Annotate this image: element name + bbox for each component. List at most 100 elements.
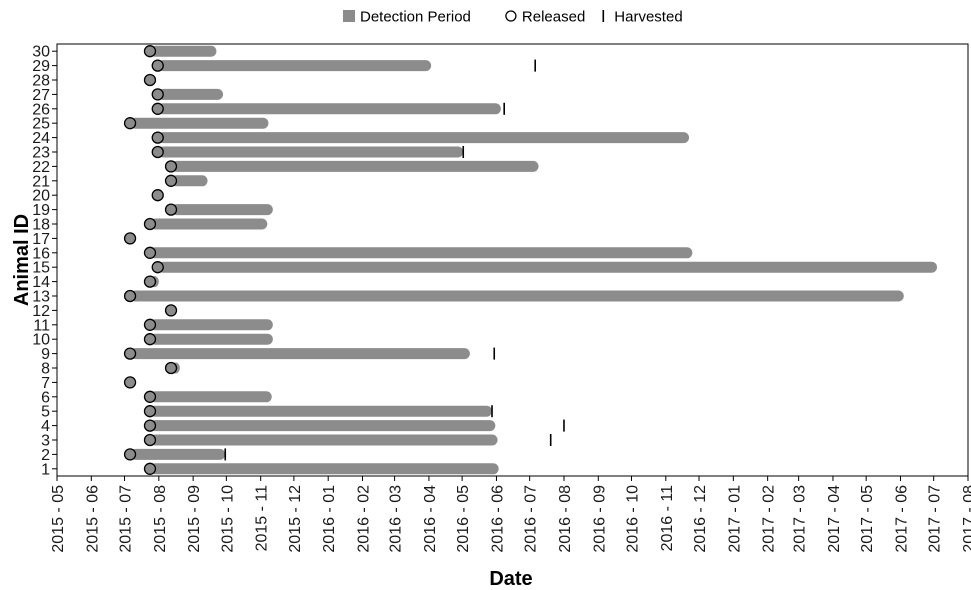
x-tick-label: 2016 - 09 bbox=[591, 485, 608, 553]
y-tick-label: 20 bbox=[32, 188, 50, 205]
y-tick-label: 12 bbox=[32, 303, 50, 320]
detection-bar bbox=[171, 175, 208, 187]
released-marker bbox=[143, 462, 157, 475]
x-tick-label: 2016 - 05 bbox=[455, 485, 472, 553]
legend-label: Detection Period bbox=[360, 9, 471, 26]
detection-bar bbox=[171, 160, 539, 172]
released-marker bbox=[151, 131, 164, 144]
y-tick-label: 24 bbox=[32, 130, 50, 147]
y-tick-label: 6 bbox=[41, 389, 50, 406]
released-marker bbox=[143, 318, 157, 331]
x-tick-label: 2017 - 03 bbox=[792, 485, 809, 553]
released-marker bbox=[143, 333, 157, 346]
released-marker bbox=[151, 189, 164, 202]
x-tick-label: 2015 - 09 bbox=[186, 485, 203, 553]
x-tick-label: 2016 - 03 bbox=[388, 485, 405, 553]
released-marker bbox=[143, 45, 157, 58]
detection-bar bbox=[157, 60, 432, 72]
released-marker bbox=[143, 390, 157, 403]
y-tick-labels: 1234567891011121314151617181920212223242… bbox=[32, 44, 50, 479]
detection-bar bbox=[149, 45, 217, 57]
x-tick-label: 2016 - 06 bbox=[489, 485, 506, 553]
y-tick-label: 4 bbox=[41, 418, 50, 435]
legend-label: Released bbox=[522, 9, 585, 26]
x-tick-label: 2016 - 02 bbox=[356, 485, 373, 553]
released-marker bbox=[143, 246, 157, 259]
detection-bar bbox=[130, 348, 470, 360]
y-tick-label: 18 bbox=[32, 217, 50, 234]
y-tick-label: 19 bbox=[32, 202, 50, 219]
y-tick-label: 10 bbox=[32, 332, 50, 349]
released-marker bbox=[123, 289, 137, 303]
legend-circle bbox=[505, 10, 517, 22]
x-tick-label: 2016 - 01 bbox=[321, 485, 338, 553]
y-tick-label: 1 bbox=[41, 461, 50, 478]
y-tick-label: 27 bbox=[32, 87, 50, 104]
x-tick-label: 2015 - 05 bbox=[50, 485, 67, 553]
axes bbox=[52, 43, 969, 481]
detection-bar bbox=[149, 218, 268, 230]
x-tick-label: 2016 - 12 bbox=[692, 485, 709, 553]
x-tick-label: 2017 - 04 bbox=[826, 485, 843, 553]
x-tick-label: 2016 - 04 bbox=[422, 485, 439, 553]
released-marker bbox=[143, 73, 157, 87]
detection-bar bbox=[149, 319, 273, 331]
y-tick-label: 23 bbox=[32, 145, 50, 162]
released-marker bbox=[151, 88, 164, 101]
y-tick-label: 26 bbox=[32, 101, 50, 118]
released-marker bbox=[143, 433, 157, 447]
y-tick-label: 22 bbox=[32, 159, 50, 176]
detection-bar bbox=[171, 204, 273, 216]
y-tick-label: 16 bbox=[32, 245, 50, 262]
y-tick-label: 25 bbox=[32, 116, 50, 133]
released-marker bbox=[151, 59, 164, 72]
released-marker bbox=[164, 361, 178, 375]
released-marker bbox=[123, 347, 137, 360]
x-tick-label: 2017 - 06 bbox=[893, 485, 910, 553]
released-marker bbox=[151, 261, 164, 274]
detection-bar bbox=[149, 463, 499, 475]
x-tick-label: 2017 - 07 bbox=[927, 485, 944, 553]
released-marker bbox=[123, 376, 137, 389]
released-marker bbox=[151, 102, 164, 115]
x-axis-title: Date bbox=[489, 568, 532, 590]
detection-bar bbox=[157, 103, 501, 115]
released-marker bbox=[123, 232, 137, 245]
detection-bar bbox=[149, 405, 493, 417]
y-tick-label: 30 bbox=[32, 44, 50, 61]
x-tick-label: 2016 - 11 bbox=[659, 485, 676, 552]
x-tick-label: 2017 - 01 bbox=[726, 485, 743, 553]
x-tick-label: 2015 - 08 bbox=[152, 485, 169, 553]
detection-bar bbox=[130, 117, 269, 129]
x-tick-label: 2016 - 07 bbox=[523, 485, 540, 553]
detection-bar bbox=[157, 88, 224, 100]
y-tick-label: 2 bbox=[41, 447, 50, 464]
y-tick-label: 14 bbox=[32, 274, 50, 291]
y-tick-label: 29 bbox=[32, 58, 50, 75]
y-tick-label: 17 bbox=[32, 231, 50, 248]
released-marker bbox=[164, 160, 178, 173]
detection-bar bbox=[130, 448, 226, 460]
y-tick-label: 8 bbox=[41, 361, 50, 378]
detection-bar bbox=[149, 420, 496, 432]
x-tick-label: 2015 - 11 bbox=[254, 485, 271, 552]
x-tick-label: 2015 - 12 bbox=[287, 485, 304, 553]
x-tick-label: 2017 - 08 bbox=[961, 485, 971, 553]
detection-bar bbox=[157, 146, 464, 158]
y-tick-label: 13 bbox=[32, 289, 50, 306]
x-tick-label: 2015 - 10 bbox=[219, 485, 236, 553]
y-tick-label: 5 bbox=[41, 404, 50, 421]
y-tick-label: 28 bbox=[32, 73, 50, 90]
legend-swatch bbox=[343, 10, 355, 22]
released-marker bbox=[164, 304, 178, 317]
y-tick-label: 3 bbox=[41, 433, 50, 450]
y-axis-title: Animal ID bbox=[11, 214, 33, 306]
released-marker bbox=[164, 203, 178, 216]
y-tick-label: 11 bbox=[33, 317, 50, 334]
legend: Detection Period Released Harvested bbox=[343, 9, 683, 26]
x-tick-label: 2016 - 10 bbox=[624, 485, 641, 553]
released-marker bbox=[143, 275, 157, 288]
released-marker bbox=[123, 117, 137, 130]
y-tick-label: 15 bbox=[32, 260, 50, 277]
